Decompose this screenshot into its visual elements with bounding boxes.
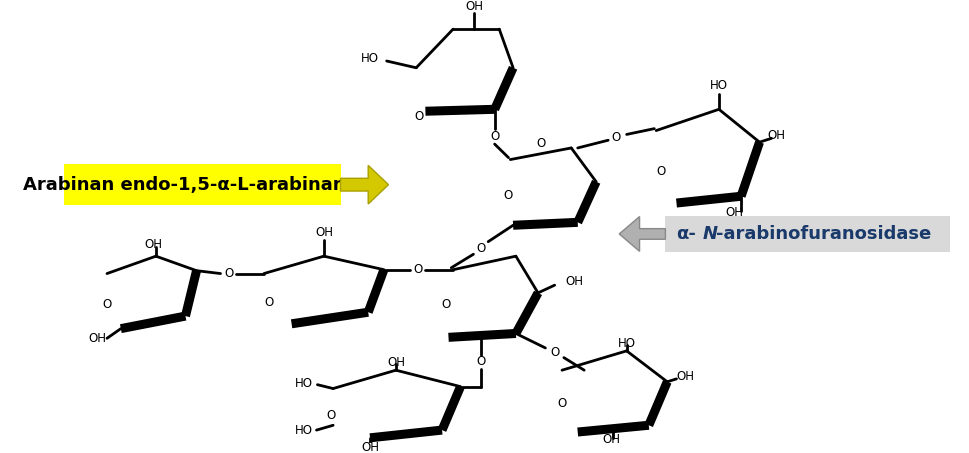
- Polygon shape: [340, 165, 389, 204]
- Text: -arabinofuranosidase: -arabinofuranosidase: [716, 225, 931, 243]
- Text: N: N: [703, 225, 717, 243]
- Text: O: O: [415, 110, 423, 123]
- Text: O: O: [327, 409, 336, 422]
- Text: O: O: [441, 298, 451, 311]
- Text: OH: OH: [566, 275, 583, 288]
- Text: OH: OH: [766, 129, 785, 142]
- Text: α-: α-: [676, 225, 697, 243]
- Text: O: O: [264, 296, 273, 309]
- Text: O: O: [550, 346, 559, 359]
- Text: HO: HO: [710, 79, 728, 92]
- Text: OH: OH: [315, 226, 333, 240]
- Text: O: O: [414, 263, 422, 276]
- Text: O: O: [504, 189, 514, 202]
- Text: O: O: [536, 137, 546, 149]
- Text: OH: OH: [361, 441, 379, 453]
- Text: O: O: [224, 267, 234, 280]
- Text: OH: OH: [603, 433, 621, 446]
- Text: O: O: [557, 396, 567, 410]
- Text: HO: HO: [361, 52, 379, 65]
- Text: HO: HO: [617, 337, 636, 350]
- Text: OH: OH: [144, 238, 162, 251]
- FancyBboxPatch shape: [64, 164, 340, 205]
- Text: OH: OH: [726, 206, 743, 219]
- Text: Arabinan endo-1,5-α-L-arabinanase: Arabinan endo-1,5-α-L-arabinanase: [23, 176, 381, 194]
- Text: O: O: [611, 131, 621, 144]
- Text: OH: OH: [387, 356, 405, 369]
- Text: OH: OH: [676, 371, 695, 383]
- Text: O: O: [656, 164, 666, 178]
- Text: OH: OH: [465, 0, 484, 14]
- Text: O: O: [476, 242, 485, 255]
- FancyBboxPatch shape: [666, 216, 950, 252]
- Text: O: O: [476, 355, 485, 368]
- Text: OH: OH: [89, 332, 107, 345]
- Text: HO: HO: [295, 424, 313, 437]
- Text: HO: HO: [295, 377, 313, 390]
- Text: O: O: [103, 298, 111, 311]
- Text: O: O: [490, 130, 499, 143]
- Polygon shape: [619, 217, 666, 251]
